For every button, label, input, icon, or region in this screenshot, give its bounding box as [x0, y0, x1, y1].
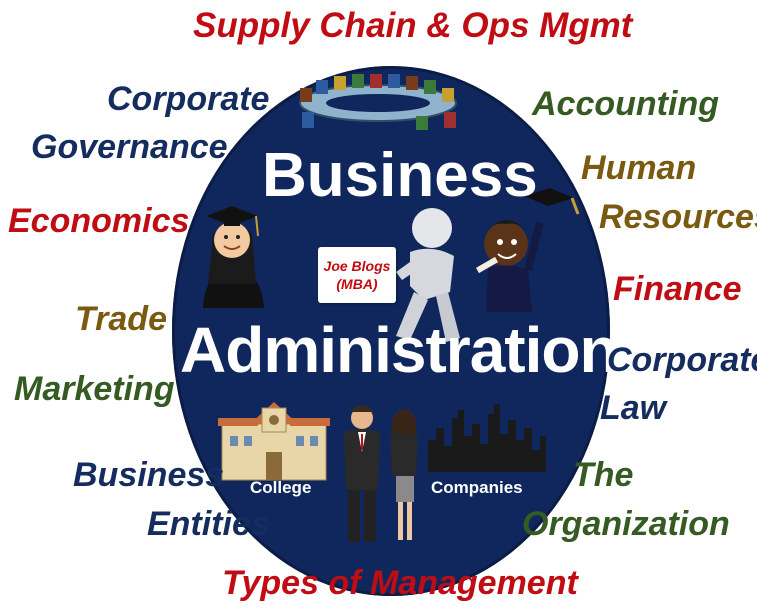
title-administration: Administration [180, 314, 619, 386]
title-business: Business [262, 141, 538, 210]
topic-corporate-law-line1: Corporate [607, 341, 757, 379]
caption-college: College [250, 478, 312, 497]
topic-supply-chain: Supply Chain & Ops Mgmt [193, 6, 633, 45]
city-skyline-icon [428, 404, 546, 472]
sign-degree: (MBA) [336, 276, 378, 292]
topic-finance: Finance [613, 270, 742, 308]
topic-trade: Trade [75, 300, 167, 338]
topic-corporate-law-line2: Law [600, 389, 667, 427]
topic-types-of-management: Types of Management [222, 564, 578, 602]
caption-companies: Companies [431, 478, 523, 497]
topic-the-organization-line2: Organization [522, 505, 730, 543]
topic-human-resources-line1: Human [581, 149, 697, 187]
topic-corporate-governance-line1: Corporate [107, 80, 270, 118]
meeting-table-icon [299, 74, 457, 130]
mba-figure-icon [396, 208, 460, 342]
topic-marketing: Marketing [14, 370, 175, 408]
graduate-woman-icon [203, 206, 264, 308]
central-circle [172, 66, 610, 596]
topic-the-organization-line1: The [573, 456, 634, 494]
sign-name: Joe Blogs [323, 258, 391, 274]
business-people-icon [344, 405, 418, 542]
topic-economics: Economics [8, 202, 190, 240]
mba-sign: Joe Blogs (MBA) [318, 247, 396, 303]
topic-corporate-governance-line2: Governance [31, 128, 228, 166]
topic-business-entities-line2: Entities [147, 505, 270, 543]
topic-business-entities-line1: Business [73, 456, 225, 494]
topic-accounting: Accounting [532, 85, 719, 123]
graduate-boy-icon [475, 188, 580, 312]
topic-human-resources-line2: Resources [599, 198, 757, 236]
college-building-icon [218, 402, 330, 481]
